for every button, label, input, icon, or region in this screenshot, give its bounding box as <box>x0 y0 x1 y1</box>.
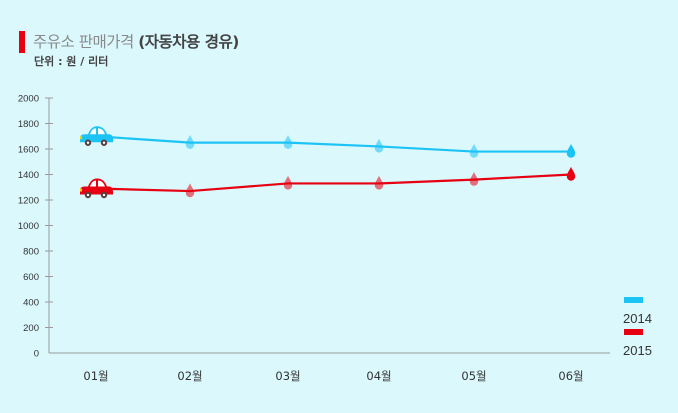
droplet-marker-icon <box>469 171 479 186</box>
car-icon <box>80 178 113 199</box>
y-axis: 0 200 400 600 800 1000 1200 1400 1600 1800 2000 <box>18 94 53 360</box>
y-tick-label: 800 <box>23 247 39 258</box>
droplet-marker-icon <box>566 143 576 158</box>
legend-swatch-2014 <box>624 297 643 303</box>
chart-title: 주유소 판매가격 (자동차용 경유) <box>33 30 239 52</box>
y-tick-label: 1200 <box>18 196 39 207</box>
x-tick-label: 03월 <box>275 369 300 383</box>
chart-title-main: 주유소 판매가격 <box>33 33 134 51</box>
x-axis: 01월 02월 03월 04월 05월 06월 <box>49 352 610 383</box>
y-tick-label: 2000 <box>18 94 39 105</box>
car-icon <box>80 126 113 146</box>
y-tick-label: 0 <box>34 349 39 360</box>
y-tick-label: 600 <box>23 272 39 283</box>
y-tick-label: 1600 <box>18 145 39 156</box>
y-tick-label: 400 <box>23 298 39 309</box>
x-tick-label: 01월 <box>83 369 108 383</box>
series-2015 <box>80 166 576 199</box>
legend-label-2015: 2015 <box>623 343 652 358</box>
droplet-marker-icon <box>283 175 293 190</box>
droplet-marker-icon <box>374 138 384 153</box>
droplet-marker-icon <box>566 166 576 181</box>
x-tick-label: 02월 <box>177 369 202 383</box>
droplet-marker-icon <box>469 143 479 158</box>
legend-label-2014: 2014 <box>623 311 652 326</box>
droplet-marker-icon <box>185 183 195 198</box>
chart-unit-label: 단위 : 원 / 리터 <box>34 55 109 68</box>
droplet-marker-icon <box>283 134 293 149</box>
droplet-marker-icon <box>374 175 384 190</box>
x-tick-label: 06월 <box>558 369 583 383</box>
x-tick-label: 04월 <box>366 369 391 383</box>
y-tick-label: 1400 <box>18 170 39 181</box>
title-accent-bar <box>19 31 25 53</box>
chart-series <box>80 126 576 199</box>
legend-swatch-2015 <box>624 329 643 335</box>
y-tick-label: 1800 <box>18 119 39 130</box>
droplet-marker-icon <box>185 134 195 149</box>
legend: 2014 2015 <box>623 297 652 358</box>
chart-title-category: (자동차용 경유) <box>138 33 239 51</box>
y-tick-label: 1000 <box>18 221 39 232</box>
x-tick-label: 05월 <box>461 369 486 383</box>
series-2014 <box>80 126 576 158</box>
y-tick-label: 200 <box>23 323 39 334</box>
